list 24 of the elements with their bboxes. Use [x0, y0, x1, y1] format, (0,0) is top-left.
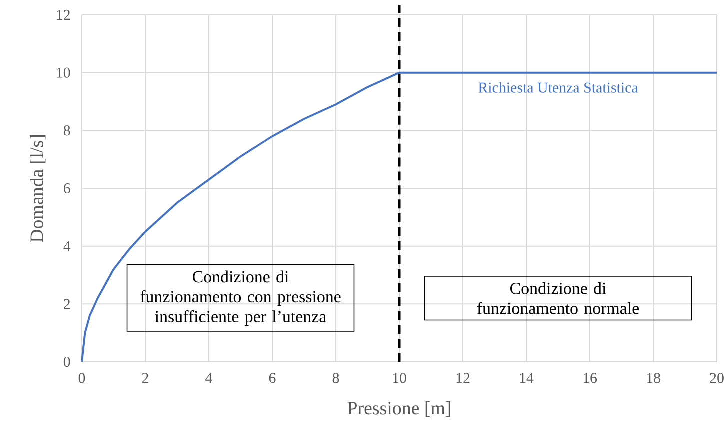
- y-tick-label: 10: [57, 68, 70, 78]
- x-tick-label: 12: [456, 373, 470, 384]
- x-tick-label: 4: [206, 373, 212, 384]
- annotation: Condizione di funzionamento normale: [477, 282, 640, 314]
- x-tick-label: 20: [710, 373, 724, 384]
- y-tick-label: 0: [64, 356, 70, 368]
- x-tick-label: 18: [647, 373, 660, 384]
- x-tick-label: 6: [269, 373, 276, 384]
- x-tick-label: 14: [520, 373, 534, 384]
- x-tick-label: 2: [142, 373, 148, 384]
- x-tick-label: 16: [584, 373, 598, 384]
- y-tick-label: 4: [64, 241, 71, 252]
- line-series: [81, 72, 718, 363]
- annotation: Condizione di funzionamento con pressione insufficiente per l’utenza: [140, 270, 341, 326]
- y-tick-label: 2: [64, 299, 70, 310]
- y-axis-title: Domanda [l/s]: [30, 136, 46, 242]
- x-tick-label: 8: [332, 373, 340, 384]
- y-tick-label: 12: [57, 10, 70, 20]
- y-tick-label: 6: [64, 183, 70, 194]
- x-tick-label: 0: [78, 373, 86, 384]
- x-axis-title: Pressione [m]: [348, 401, 450, 418]
- x-tick-label: 10: [393, 373, 406, 384]
- y-tick-label: 8: [64, 126, 70, 136]
- series-label: Richiesta Utenza Statistica: [478, 82, 638, 93]
